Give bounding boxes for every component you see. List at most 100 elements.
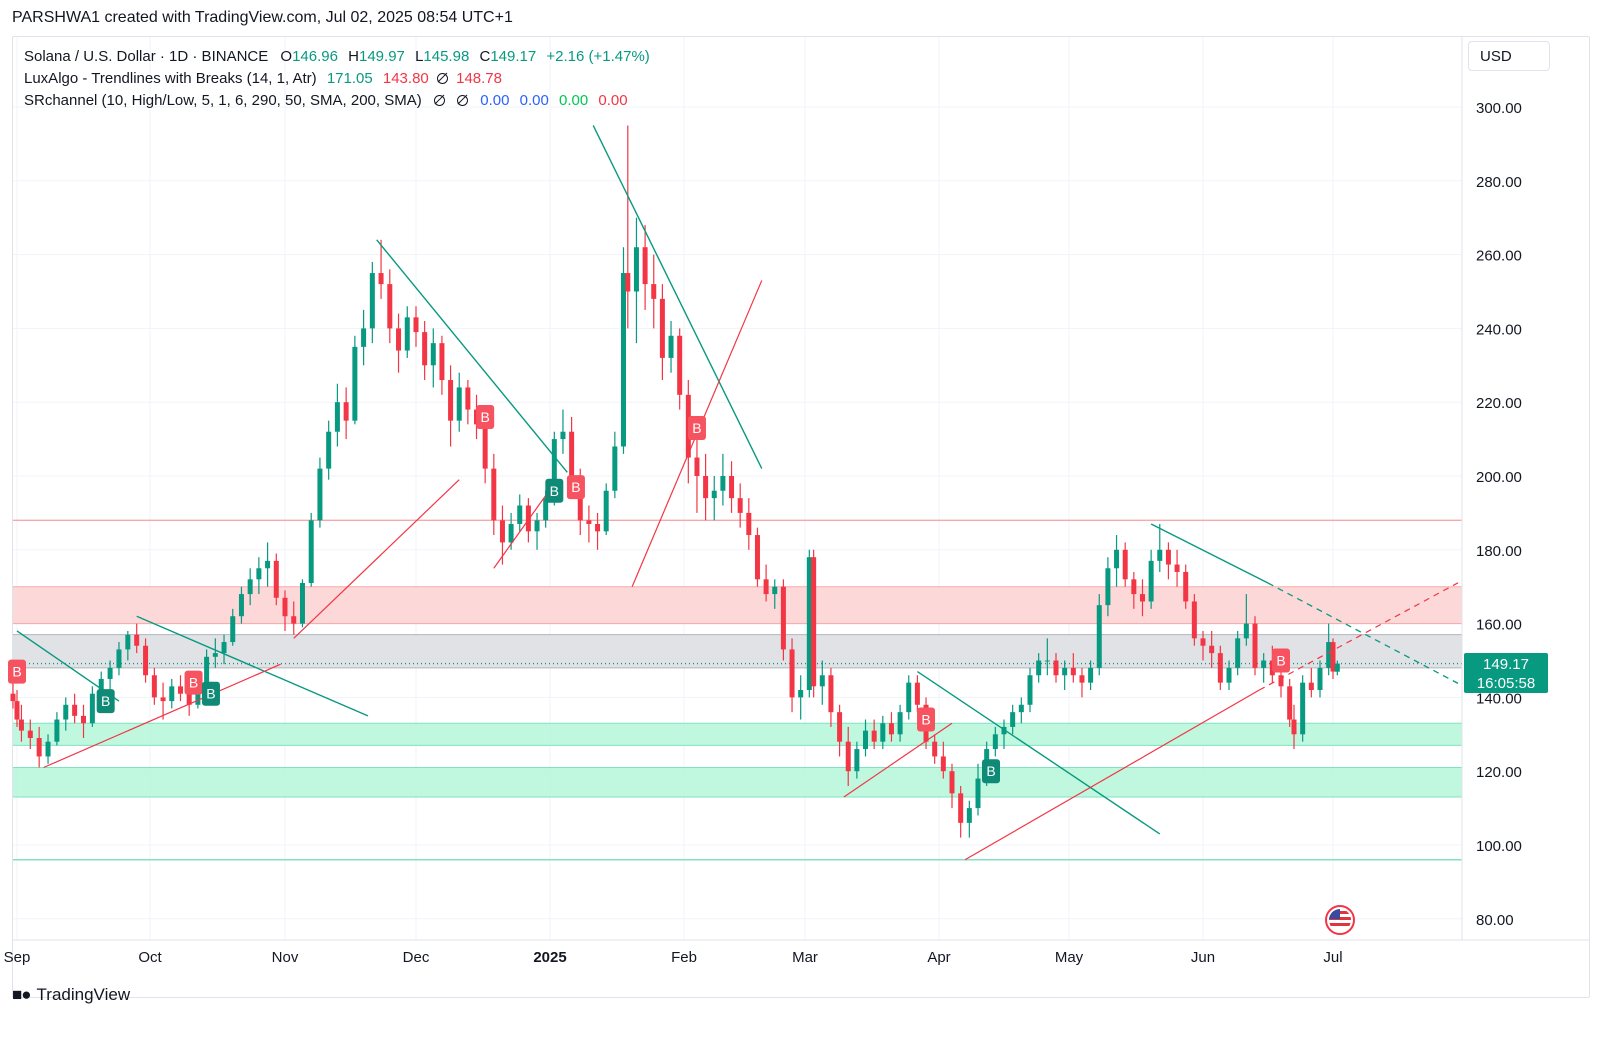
- candle-body: [482, 424, 488, 469]
- candle-body: [352, 346, 358, 421]
- candle-body: [18, 719, 24, 731]
- candle-body: [334, 402, 340, 432]
- candle-body: [806, 557, 812, 691]
- candle-body: [746, 512, 752, 536]
- candle-body: [932, 741, 938, 757]
- candle-body: [543, 498, 549, 521]
- indicator1-value1: 171.05: [326, 70, 373, 87]
- last-price-value: 149.17: [1483, 656, 1529, 673]
- candle-body: [1053, 660, 1059, 676]
- candle-body: [54, 719, 60, 742]
- candle-body: [1261, 660, 1267, 668]
- close-label: C: [479, 48, 491, 65]
- change-value: +2.16 (+1.47%): [546, 48, 650, 65]
- y-tick-label: 280.00: [1476, 174, 1522, 191]
- resistance-zone: [13, 586, 1462, 624]
- indicator1-value2: 143.80: [382, 70, 429, 87]
- low-value: 145.98: [423, 48, 470, 65]
- trendline-up: [964, 689, 1260, 861]
- na-icon: [457, 95, 469, 106]
- trendline-up: [293, 479, 460, 639]
- trendline-up: [43, 663, 281, 769]
- candle-body: [413, 317, 419, 333]
- candle-body: [863, 730, 869, 750]
- na-icon: [436, 73, 448, 84]
- candle-body: [1291, 719, 1297, 735]
- y-tick-label: 80.00: [1476, 912, 1514, 929]
- candle-body: [343, 402, 349, 421]
- candle-body: [1330, 642, 1336, 672]
- candle-body: [247, 579, 253, 595]
- trendline-up: [493, 483, 555, 569]
- last-price-tag: 149.17 16:05:58: [1464, 653, 1548, 693]
- candle-body: [1044, 660, 1050, 662]
- candle-body: [703, 476, 709, 499]
- candle-body: [143, 645, 149, 676]
- candle-body: [1122, 549, 1128, 580]
- candle-body: [499, 520, 505, 543]
- candle-body: [737, 498, 743, 513]
- signal-label: B: [986, 763, 995, 779]
- candle-body: [897, 712, 903, 735]
- candle-body: [1326, 642, 1332, 668]
- candle-body: [430, 343, 436, 366]
- legend-indicator1-row: LuxAlgo - Trendlines with Breaks (14, 1,…: [24, 68, 650, 90]
- candle-body: [1105, 568, 1111, 606]
- candle-body: [677, 335, 683, 395]
- low-label: L: [415, 48, 424, 65]
- candle-body: [525, 505, 531, 532]
- y-tick-label: 200.00: [1476, 469, 1522, 486]
- candle-body: [949, 771, 955, 794]
- candle-body: [134, 634, 140, 646]
- candle-body: [668, 335, 674, 358]
- currency-button[interactable]: USD: [1468, 41, 1550, 71]
- candle-body: [789, 649, 795, 698]
- candle-body: [819, 675, 825, 687]
- y-tick-label: 120.00: [1476, 764, 1522, 781]
- signal-badge-green: [201, 681, 220, 706]
- y-tick-label: 300.00: [1476, 100, 1522, 117]
- candle-body: [456, 387, 462, 421]
- signal-label: B: [550, 483, 559, 499]
- legend-indicator2-row: SRchannel (10, High/Low, 5, 1, 6, 290, 5…: [24, 90, 650, 112]
- candle-body: [906, 682, 912, 713]
- candle-body: [729, 476, 735, 499]
- candle-body: [625, 273, 631, 292]
- candle-body: [1131, 579, 1137, 595]
- candle-body: [551, 439, 557, 499]
- candle-body: [107, 667, 113, 679]
- candle-body: [378, 273, 384, 285]
- signal-badge-red: [566, 475, 585, 500]
- candle-body: [282, 597, 288, 617]
- candle-body: [81, 715, 86, 724]
- signal-label: B: [189, 675, 198, 691]
- candle-body: [651, 284, 657, 299]
- signal-label: B: [692, 420, 701, 436]
- candle-body: [633, 247, 639, 292]
- chart-legend: Solana / U.S. Dollar · 1D · BINANCE O146…: [24, 46, 650, 112]
- candle-body: [845, 741, 851, 772]
- y-tick-label: 100.00: [1476, 838, 1522, 855]
- trendline-down: [376, 239, 568, 473]
- candle-body: [711, 490, 717, 499]
- signal-label: B: [480, 409, 489, 425]
- tradingview-logo-icon: ■●: [12, 985, 32, 1004]
- candle-body: [1114, 549, 1120, 569]
- candle-body: [508, 523, 514, 543]
- candle-body: [204, 656, 210, 683]
- candle-body: [89, 693, 95, 724]
- candle-body: [439, 343, 445, 381]
- candle-body: [299, 583, 305, 624]
- candle-body: [720, 476, 726, 491]
- tradingview-logo[interactable]: ■● TradingView: [12, 985, 130, 1005]
- candle-body: [1148, 560, 1154, 602]
- x-tick-label: Oct: [138, 949, 162, 966]
- candle-body: [517, 505, 523, 524]
- high-label: H: [348, 48, 359, 65]
- tradingview-logo-text: TradingView: [36, 985, 131, 1004]
- candle-body: [221, 642, 227, 654]
- candle-body: [871, 730, 877, 742]
- x-tick-label: May: [1055, 949, 1084, 966]
